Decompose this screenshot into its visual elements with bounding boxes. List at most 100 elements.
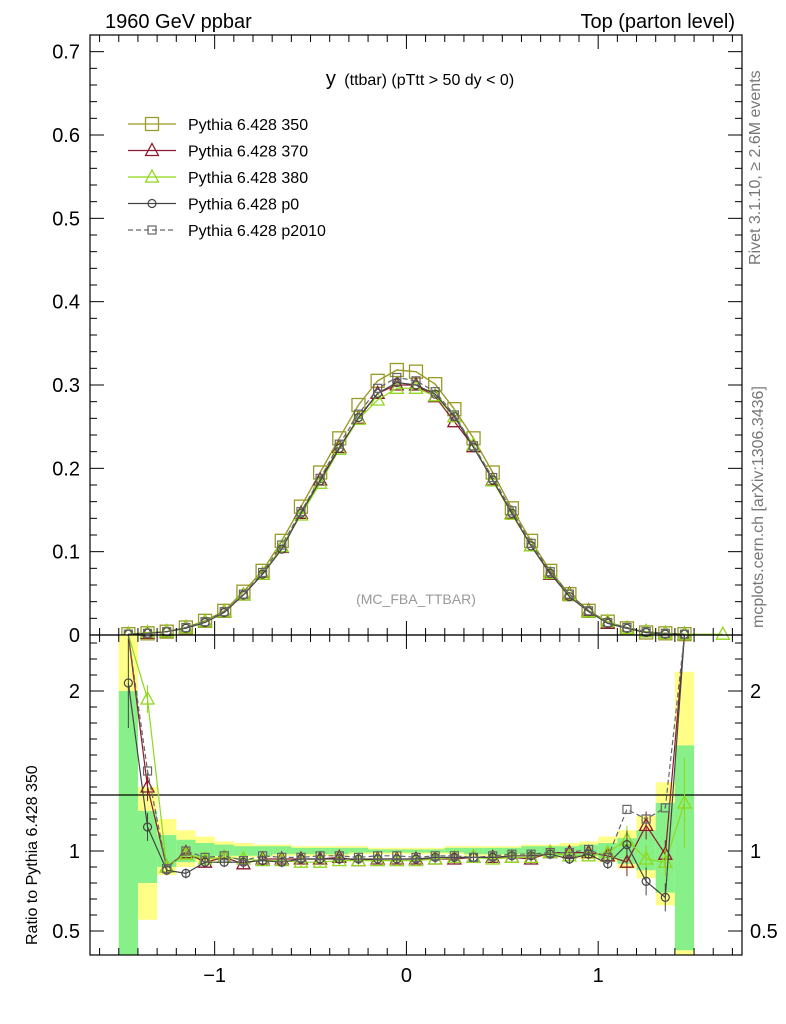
main-data-point <box>389 362 404 378</box>
ratio-band-green <box>348 847 369 853</box>
main-ytick-label: 0.1 <box>52 542 80 564</box>
main-data-point <box>334 439 344 449</box>
ratio-data-point <box>139 690 156 705</box>
header-right: Top (parton level) <box>580 11 735 33</box>
legend-marker <box>144 168 160 183</box>
legend-label: Pythia 6.428 380 <box>188 170 308 187</box>
ratio-data-point <box>603 859 613 869</box>
ratio-data-point <box>257 855 268 866</box>
ratio-series-2 <box>123 634 686 912</box>
ratio-data-point <box>123 678 133 688</box>
ratio-data-point <box>468 852 479 863</box>
legend-label: Pythia 6.428 350 <box>188 117 308 134</box>
ratio-series-3 <box>127 634 686 874</box>
main-data-point <box>446 408 462 423</box>
ratio-ytick-label-right: 2 <box>750 681 761 703</box>
main-data-point <box>622 622 632 633</box>
ratio-data-point <box>657 853 673 868</box>
main-data-point <box>564 589 575 599</box>
main-ytick-label: 0.6 <box>52 125 80 147</box>
ratio-data-point <box>277 852 287 863</box>
ratio-data-point <box>545 847 555 858</box>
ratio-ytick-label-left: 2 <box>69 681 80 703</box>
main-data-point <box>488 472 498 483</box>
ratio-data-point <box>676 794 693 809</box>
main-data-point <box>580 603 597 618</box>
ratio-data-point <box>411 852 421 863</box>
ratio-data-point <box>200 852 210 863</box>
main-series-4 <box>123 372 690 639</box>
ratio-series-line <box>127 634 686 869</box>
ratio-data-point <box>660 892 670 903</box>
ratio-data-point <box>257 851 268 861</box>
ratio-data-point <box>583 844 594 855</box>
ratio-data-point <box>660 803 670 813</box>
ratio-series-line <box>127 634 686 870</box>
legend-entry-3: Pythia 6.428 p0 <box>128 197 299 214</box>
main-data-point <box>392 377 402 388</box>
main-data-point <box>430 387 440 397</box>
main-data-point <box>219 607 229 617</box>
main-data-point <box>523 537 539 552</box>
rivet-label: Rivet 3.1.10, ≥ 2.6M events <box>747 70 764 265</box>
main-panel: 0 0.1 0.2 0.3 0.4 0.5 0.6 0.7 <box>52 34 743 647</box>
main-ytick-label: 0.2 <box>52 458 80 480</box>
legend-label: Pythia 6.428 p2010 <box>188 223 326 240</box>
ratio-data-point <box>373 851 383 861</box>
ratio-data-point <box>142 822 153 832</box>
plot-title-main: y <box>326 68 336 90</box>
main-data-point <box>181 622 191 633</box>
ratio-ytick-label-left: 0.5 <box>52 921 80 943</box>
ratio-data-point <box>641 876 651 887</box>
main-data-point <box>315 473 325 483</box>
main-data-point <box>238 589 249 599</box>
plot-title: y (ttbar) (pTtt > 50 dy < 0) <box>326 68 514 90</box>
main-ytick-label: 0 <box>69 625 80 647</box>
ratio-data-point <box>181 846 191 856</box>
ratio-band-green <box>137 811 158 883</box>
legend-label: Pythia 6.428 370 <box>188 144 308 161</box>
main-series-line <box>128 376 685 635</box>
plot-title-sub: (ttbar) (pTtt > 50 dy < 0) <box>344 72 514 89</box>
main-ytick-label: 0.3 <box>52 375 80 397</box>
main-data-point <box>485 472 501 487</box>
main-data-point <box>603 617 613 628</box>
main-data-point <box>142 628 153 638</box>
legend-label: Pythia 6.428 p0 <box>188 197 299 214</box>
legend-entry-4: Pythia 6.428 p2010 <box>128 223 326 240</box>
main-ytick-label: 0.4 <box>52 292 80 314</box>
ratio-data-point <box>219 857 229 867</box>
ratio-panel: 0.5 0.5 1 1 2 2 −1 0 1 <box>52 634 778 987</box>
main-data-point <box>411 376 421 386</box>
main-data-point <box>257 567 268 578</box>
ratio-data-point <box>526 849 536 859</box>
main-data-point <box>468 441 479 451</box>
main-data-point <box>255 563 270 578</box>
main-data-point <box>353 409 364 419</box>
ratio-data-point <box>238 855 249 866</box>
ratio-data-point <box>638 850 654 865</box>
ratio-data-point <box>296 852 306 863</box>
main-data-point <box>545 567 555 577</box>
ratio-data-point <box>353 852 364 863</box>
ratio-frame <box>89 634 743 956</box>
ratio-data-point <box>488 851 498 861</box>
legend-marker <box>144 142 160 157</box>
ratio-data-point <box>449 851 459 861</box>
legend-entry-0: Pythia 6.428 350 <box>128 116 308 134</box>
ratio-data-point <box>219 851 229 861</box>
main-data-point <box>660 628 670 638</box>
ratio-data-point <box>277 857 287 867</box>
ratio-data-point <box>334 851 344 861</box>
main-data-point <box>526 538 536 548</box>
main-data-point <box>254 565 271 580</box>
ratio-data-point <box>392 851 402 861</box>
ratio-ytick-label-left: 1 <box>69 841 80 863</box>
main-data-point <box>235 586 252 601</box>
ratio-y-axis-label: Ratio to Pythia 6.428 350 <box>24 765 41 945</box>
main-data-point <box>296 507 306 517</box>
legend-entry-1: Pythia 6.428 370 <box>128 142 308 161</box>
ratio-data-point <box>622 839 632 850</box>
main-data-point <box>504 505 520 520</box>
